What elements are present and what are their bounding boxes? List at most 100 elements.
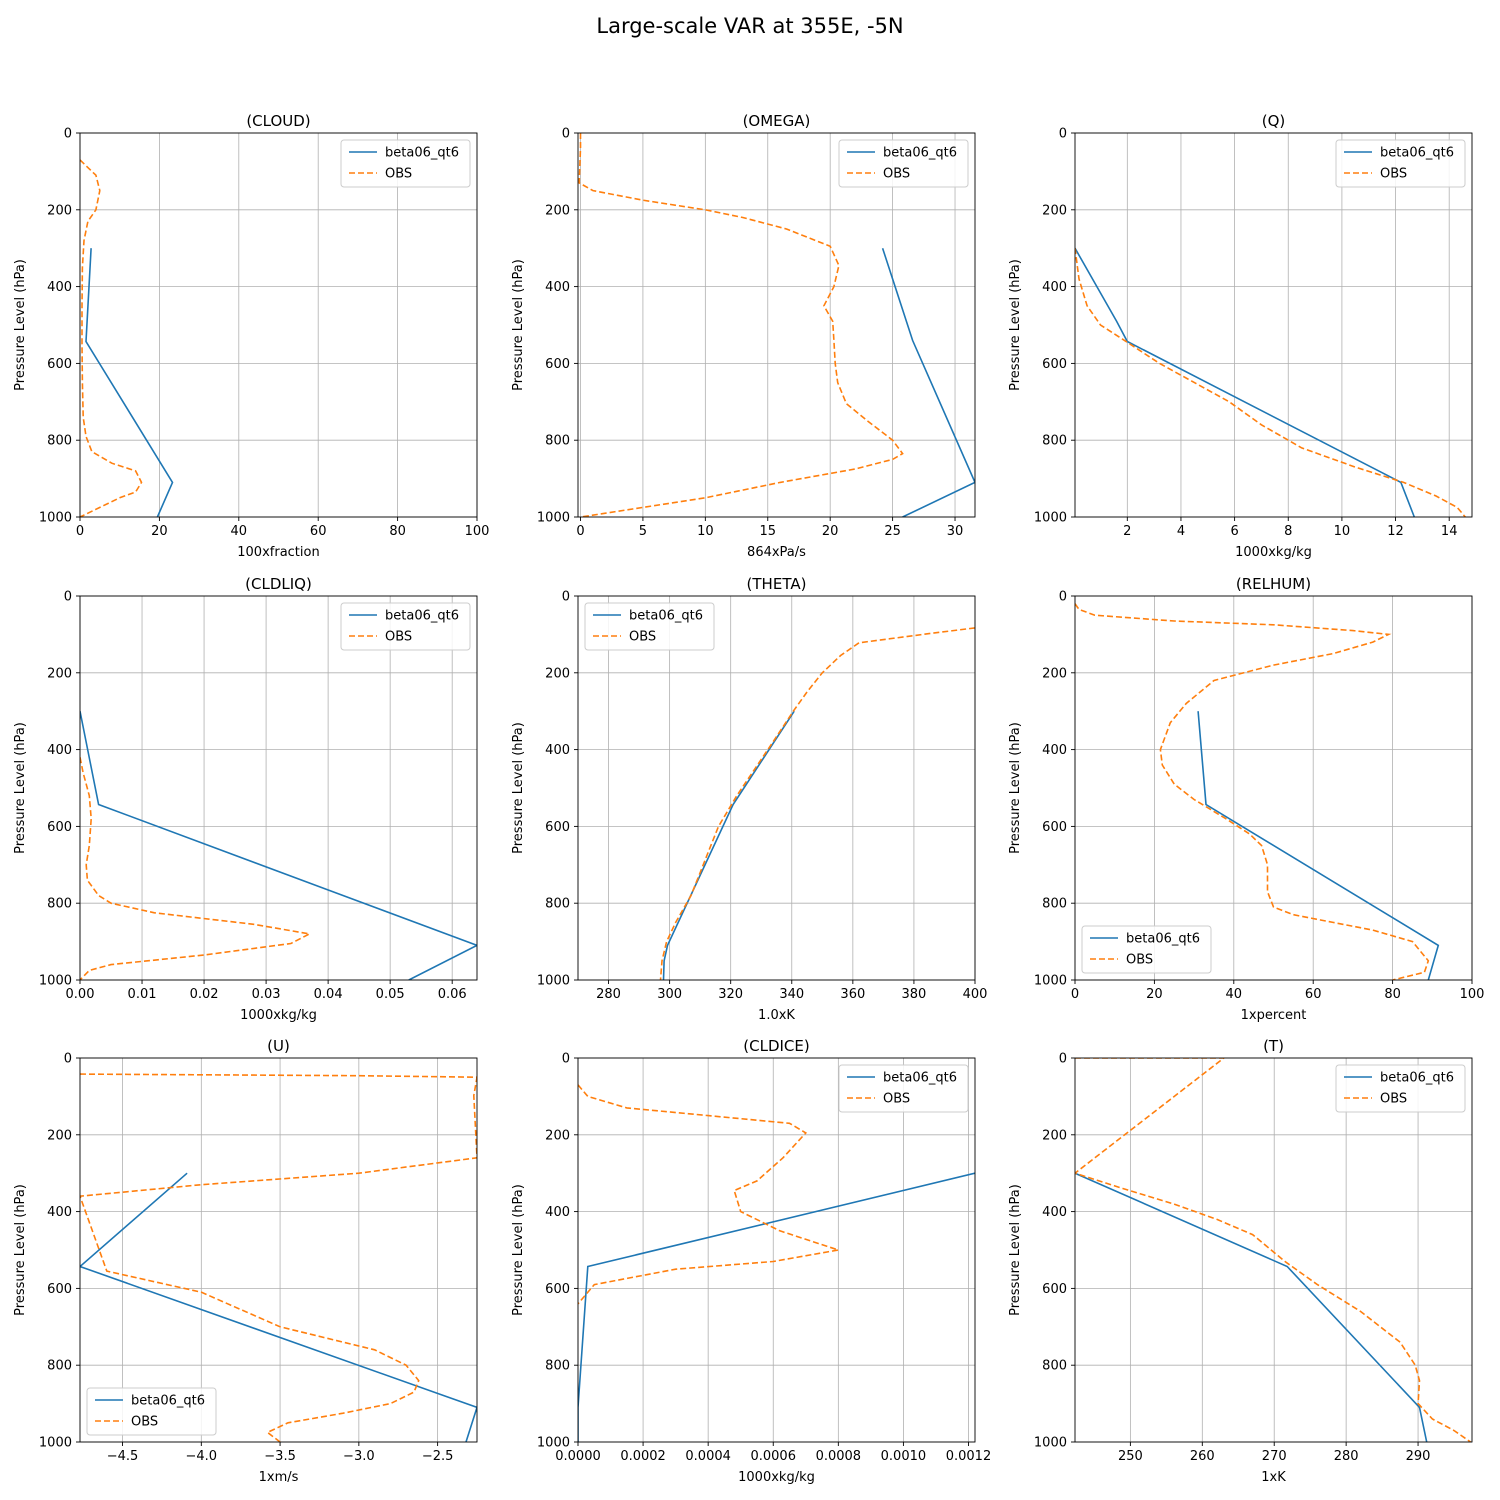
legend: beta06_qt6 OBS: [838, 139, 969, 188]
y-tick-label: 1000: [1034, 1436, 1067, 1451]
y-tick-label: 0: [1059, 590, 1067, 605]
x-tick-label: 380: [902, 987, 927, 1002]
x-tick-label: 0: [1071, 987, 1079, 1002]
x-tick-label: 30: [947, 524, 964, 539]
y-tick-label: 400: [47, 1205, 72, 1220]
x-tick-label: 270: [1262, 1449, 1287, 1464]
y-tick-label: 200: [545, 1128, 570, 1143]
x-tick-label: 0.0002: [620, 1449, 666, 1464]
legend: beta06_qt6 OBS: [838, 1064, 969, 1113]
x-tick-label: −3.0: [343, 1449, 375, 1464]
y-tick-label: 1000: [39, 511, 72, 526]
panel-title: (U): [267, 1037, 290, 1055]
x-tick-label: 0.0012: [946, 1449, 992, 1464]
legend-label: OBS: [883, 167, 910, 182]
y-tick-label: 800: [47, 897, 72, 912]
x-axis-label: 1000xkg/kg: [1235, 545, 1312, 560]
series-line-obs: [80, 159, 143, 517]
x-tick-label: 100: [1460, 987, 1485, 1002]
x-tick-label: 40: [231, 524, 248, 539]
y-tick-label: 800: [545, 897, 570, 912]
panel-cldliq: 0.00 0.01 0.02 0.03 0.04 0.05 0.06 0 200 400 600 80…: [13, 575, 478, 1023]
y-tick-label: 0: [64, 127, 72, 142]
x-axis-label: 864xPa/s: [747, 545, 806, 560]
y-tick-label: 0: [562, 127, 570, 142]
x-axis-label: 1xpercent: [1241, 1008, 1307, 1023]
x-tick-label: 12: [1387, 524, 1404, 539]
y-axis-label: Pressure Level (hPa): [511, 722, 526, 854]
panel-title: (OMEGA): [743, 112, 811, 130]
x-tick-label: 280: [596, 987, 621, 1002]
y-tick-label: 600: [47, 1282, 72, 1297]
x-tick-label: 0.03: [252, 987, 281, 1002]
x-tick-label: 100: [465, 524, 490, 539]
legend-label: beta06_qt6: [883, 1071, 957, 1086]
x-axis-label: 100xfraction: [237, 545, 319, 560]
legend-label: beta06_qt6: [385, 146, 459, 161]
series-line-obs: [80, 1073, 477, 1442]
y-tick-label: 1000: [1034, 511, 1067, 526]
x-tick-label: 80: [389, 524, 406, 539]
panel-title: (THETA): [747, 575, 807, 593]
legend-label: OBS: [629, 630, 656, 645]
y-tick-label: 200: [47, 666, 72, 681]
x-tick-label: 0.00: [66, 987, 95, 1002]
series-line-beta06-qt6: [1075, 247, 1416, 517]
x-tick-label: 15: [759, 524, 776, 539]
y-tick-label: 800: [1042, 897, 1067, 912]
x-tick-label: 0.0000: [555, 1449, 601, 1464]
legend: beta06_qt6 OBS: [340, 139, 471, 188]
x-tick-label: 280: [1334, 1449, 1359, 1464]
y-axis-label: Pressure Level (hPa): [1008, 259, 1023, 391]
series-line-obs: [1075, 1058, 1472, 1442]
legend-label: OBS: [131, 1415, 158, 1430]
y-axis-label: Pressure Level (hPa): [13, 1184, 28, 1316]
legend-label: beta06_qt6: [1380, 1071, 1454, 1086]
x-tick-label: 25: [884, 524, 901, 539]
y-axis-label: Pressure Level (hPa): [1008, 1184, 1023, 1316]
series-line-beta06-qt6: [85, 248, 174, 517]
x-tick-label: 360: [840, 987, 865, 1002]
y-tick-label: 400: [1042, 280, 1067, 295]
x-tick-label: 0.01: [128, 987, 157, 1002]
y-axis-label: Pressure Level (hPa): [13, 259, 28, 391]
y-tick-label: 600: [1042, 357, 1067, 372]
y-tick-label: 400: [1042, 743, 1067, 758]
y-axis-label: Pressure Level (hPa): [1008, 722, 1023, 854]
x-tick-label: 5: [639, 524, 647, 539]
y-tick-label: 1000: [39, 1436, 72, 1451]
axes-frame: [577, 595, 976, 981]
panel-relhum: 0 20 40 60 80 10002004006008001000(RELHUM)1xp…: [1008, 575, 1484, 1023]
y-tick-label: 0: [1059, 127, 1067, 142]
y-tick-label: 800: [545, 434, 570, 449]
y-tick-label: 400: [47, 743, 72, 758]
y-tick-label: 600: [1042, 820, 1067, 835]
x-tick-label: 260: [1190, 1449, 1215, 1464]
legend: beta06_qt6 OBS: [1335, 1064, 1466, 1113]
series-line-beta06-qt6: [80, 1172, 477, 1442]
x-tick-label: 2: [1123, 524, 1131, 539]
y-tick-label: 1000: [537, 974, 570, 989]
panel-cldice: 0.0000 0.0002 0.0004 0.0006 0.0008 0.0010 0.00…: [511, 1037, 991, 1485]
x-axis-label: 1000xkg/kg: [738, 1470, 815, 1485]
x-tick-label: 340: [779, 987, 804, 1002]
series-line-obs: [578, 133, 904, 517]
x-tick-label: 0.0006: [750, 1449, 796, 1464]
y-tick-label: 200: [545, 203, 570, 218]
legend-label: OBS: [1380, 1092, 1407, 1107]
y-tick-label: 200: [1042, 666, 1067, 681]
figure-title: Large-scale VAR at 355E, -5N: [596, 14, 904, 38]
panel-title: (Q): [1262, 112, 1286, 130]
x-axis-label: 1xK: [1261, 1470, 1286, 1485]
panel-title: (RELHUM): [1236, 575, 1311, 593]
legend: beta06_qt6 OBS: [1081, 925, 1212, 974]
series-line-obs: [80, 757, 312, 980]
x-tick-label: 0: [76, 524, 84, 539]
x-tick-label: 0.02: [190, 987, 219, 1002]
axes-frame: [577, 132, 976, 518]
y-tick-label: 200: [47, 203, 72, 218]
panel-theta: 280 300 320 340 360 380 400 0 200 400 600 800 1000 (T…: [511, 575, 987, 1023]
y-tick-label: 400: [545, 280, 570, 295]
y-tick-label: 400: [545, 1205, 570, 1220]
